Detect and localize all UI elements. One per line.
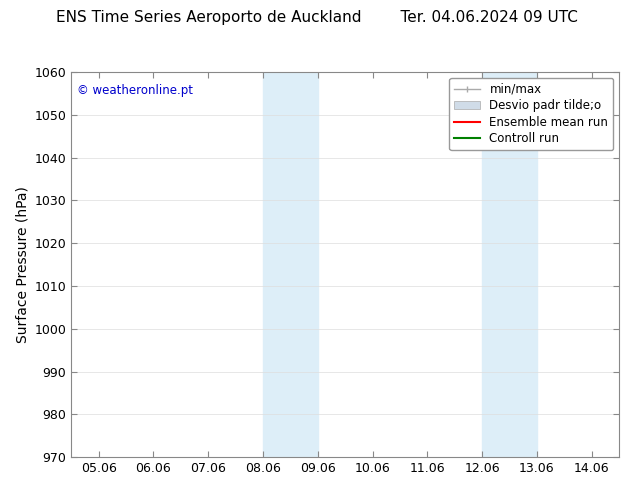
Legend: min/max, Desvio padr tilde;o, Ensemble mean run, Controll run: min/max, Desvio padr tilde;o, Ensemble m… bbox=[450, 78, 613, 150]
Y-axis label: Surface Pressure (hPa): Surface Pressure (hPa) bbox=[15, 186, 29, 343]
Text: ENS Time Series Aeroporto de Auckland        Ter. 04.06.2024 09 UTC: ENS Time Series Aeroporto de Auckland Te… bbox=[56, 10, 578, 25]
Text: © weatheronline.pt: © weatheronline.pt bbox=[77, 84, 193, 97]
Bar bbox=[263, 72, 318, 457]
Bar bbox=[482, 72, 537, 457]
